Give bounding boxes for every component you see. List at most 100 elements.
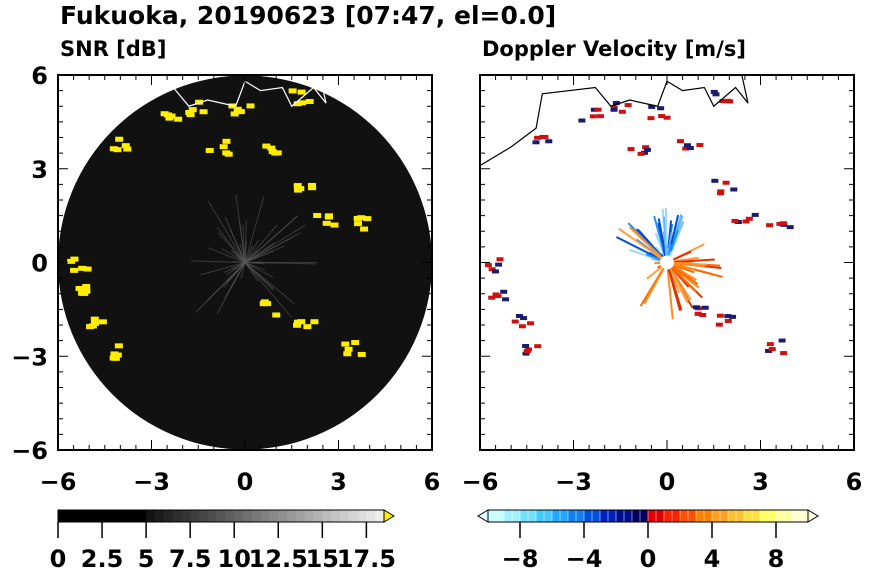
colorbar-cell [331,510,341,522]
doppler-panel: −6 −3 0 3 6 [462,74,863,496]
echo-cell [589,114,597,119]
echo-cell [98,319,107,325]
colorbar-cell [146,510,156,522]
echo-cell [642,145,650,150]
velocity-ray [666,262,683,311]
echo-cell [495,262,503,267]
echo-cell [523,349,531,354]
echo-cell [578,118,586,123]
echo-cell [188,107,197,113]
colorbar-cell [339,510,350,522]
echo-cell [618,109,626,114]
echo-cell [511,319,519,324]
echo-cell [273,150,282,156]
x-tick-label: −3 [555,468,592,496]
colorbar-cell [639,509,649,523]
colorbar-cell [190,510,200,522]
y-tick-label: −3 [11,343,48,371]
colorbar-cell [703,509,713,523]
echo-cell [692,305,700,310]
echo-cell [109,355,118,361]
clutter-ray [244,240,259,263]
echo-cell [627,147,635,152]
colorbar-cell [799,509,809,523]
echo-cell [710,89,718,94]
echo-cell [344,346,353,352]
colorbar-label: 7.5 [169,545,212,570]
echo-cell [612,100,620,105]
echo-cell [308,185,317,191]
echo-cell [765,348,773,353]
plot-area [480,75,794,356]
colorbar-cell [655,509,665,523]
snr-panel-title: SNR [dB] [60,37,166,61]
echo-cell [682,146,690,151]
clutter-ray [240,262,246,279]
echo-cell [262,143,271,149]
echo-cell [541,135,549,140]
echo-cell [78,265,87,271]
x-tick-label: 3 [330,468,347,496]
clutter-ray [235,194,246,263]
colorbar-cell [269,510,279,522]
colorbar-label: −4 [566,545,603,570]
colorbar-cell [687,509,697,523]
colorbar-cell [366,510,376,522]
colorbar-cell [234,510,244,522]
echo-cell [78,290,87,296]
echo-cell [534,344,542,349]
colorbar-cell [791,509,801,523]
colorbar-cell [647,509,657,523]
echo-cell [491,269,499,274]
colorbar-cell [767,509,777,523]
echo-cell [766,223,774,228]
echo-cell [303,324,312,330]
colorbar-cell [163,510,174,522]
colorbar-cell [735,509,745,523]
echo-cell [353,215,362,221]
colorbar-cell [495,509,505,523]
echo-cell [515,313,523,318]
clutter-ray [244,262,317,265]
echo-cell [297,89,306,95]
clutter-ray [200,262,246,276]
clutter-ray [221,247,246,263]
colorbar-cell [75,510,85,522]
colorbar-cell [243,510,253,522]
echo-cell [590,107,598,112]
colorbar-cell [58,510,68,522]
colorbar-cell [198,510,209,522]
colorbar-label: 12.5 [249,545,308,570]
echo-cell [522,351,530,356]
clutter-ray [244,262,274,278]
clutter-ray [231,250,246,263]
echo-cell [502,297,510,302]
x-tick-label: 6 [846,468,863,496]
clutter-ray [244,237,293,263]
echo-cell [110,351,119,357]
colorbar-label: −8 [502,545,539,570]
echo-cell [165,115,174,121]
colorbar-cell [775,509,785,523]
blind-zone [660,255,674,270]
colorbar-cell [551,509,561,523]
echo-cell [729,314,737,319]
colorbar-cell [260,510,270,522]
echo-cell [745,216,753,221]
colorbar-cell [519,509,529,523]
echo-cell [267,145,276,151]
colorbar-cell [102,510,112,522]
colorbar-cell [535,509,545,523]
colorbar-cell [313,510,323,522]
echo-cell [686,146,694,151]
echo-cell [186,112,195,118]
colorbar-cell [543,509,553,523]
echo-cell [293,183,302,189]
echo-cell [82,288,91,294]
figure-title: Fukuoka, 20190623 [07:47, el=0.0] [60,1,556,30]
doppler-colorbar: −8 −4 0 4 8 [477,509,819,570]
echo-cell [778,338,786,343]
colorbar-cell [154,510,165,522]
